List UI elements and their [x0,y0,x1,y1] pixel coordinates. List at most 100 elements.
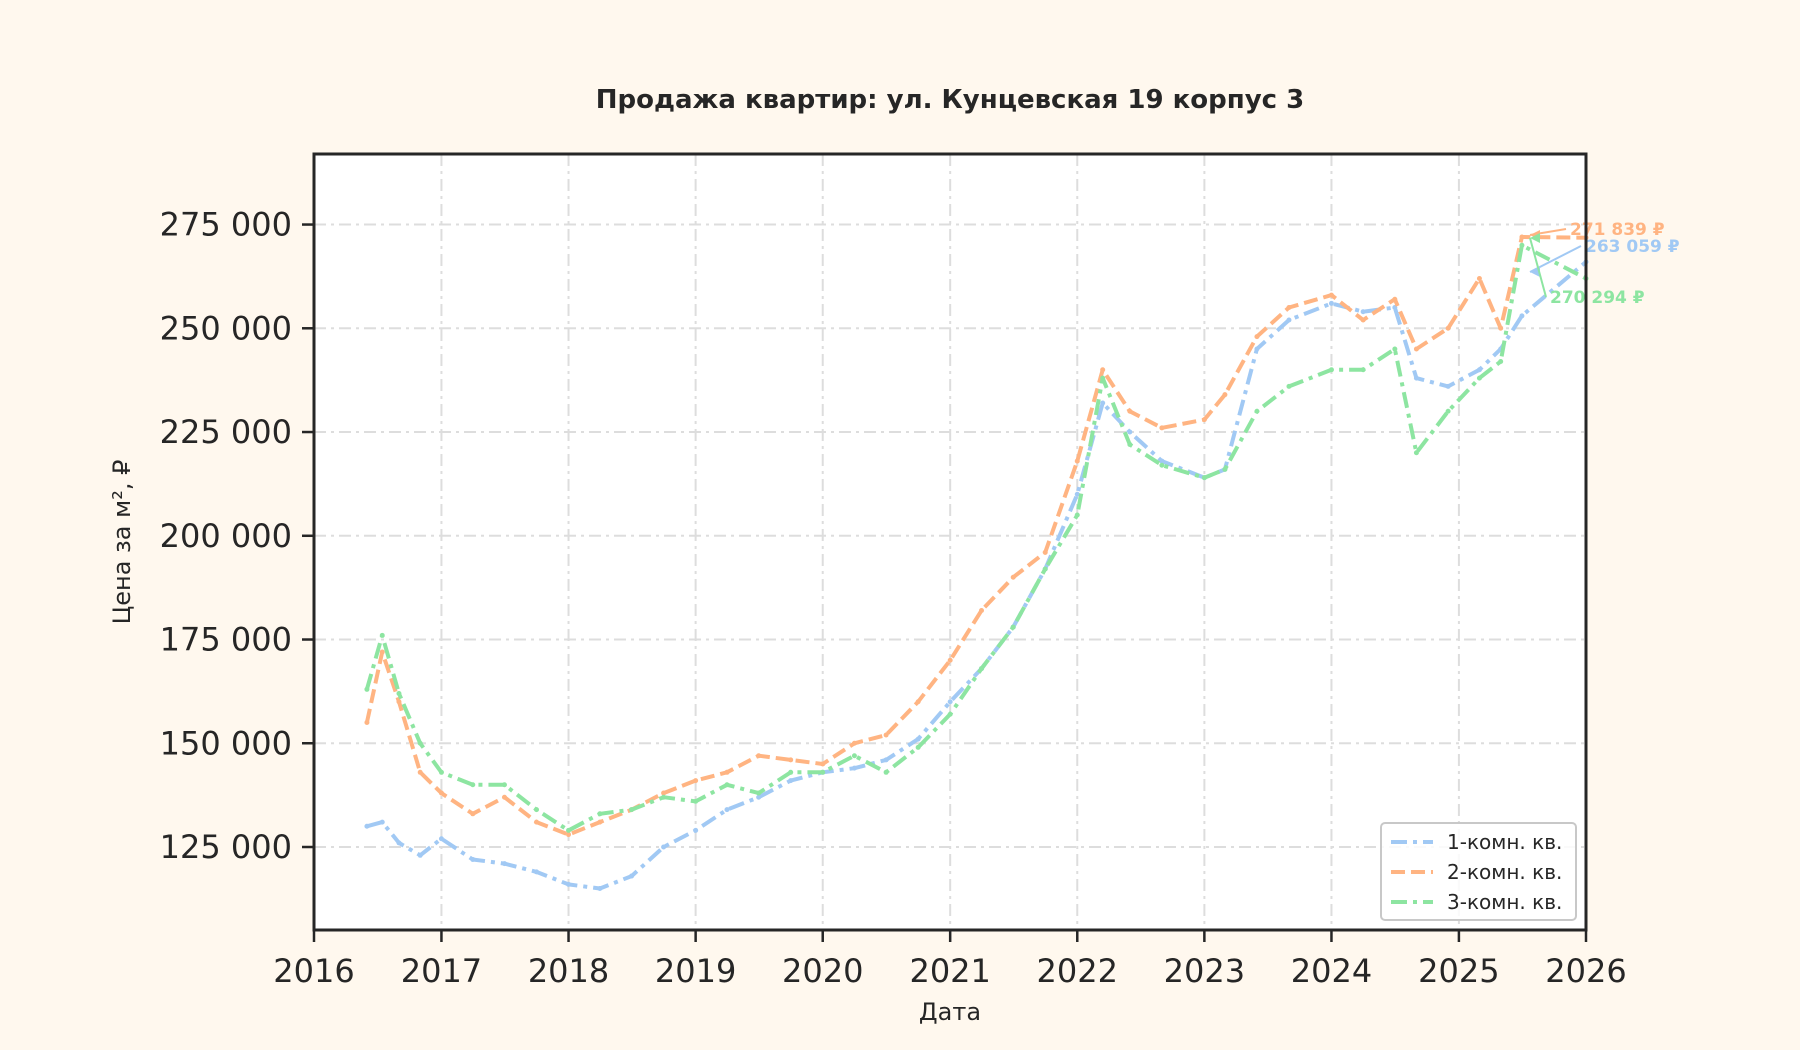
data-point [724,769,730,775]
x-tick-label: 2017 [401,952,482,990]
data-point [1159,462,1165,468]
data-point [947,657,953,663]
data-point [756,794,762,800]
data-point [1074,512,1080,518]
data-point [851,753,857,759]
data-point [1159,425,1165,431]
data-point [979,607,985,613]
data-point [947,711,953,717]
data-point [417,852,423,858]
data-point [1445,325,1451,331]
x-tick-label: 2016 [273,952,354,990]
data-point [629,873,635,879]
legend-label: 3-комн. кв. [1447,890,1562,914]
data-point [379,819,385,825]
data-point [1222,466,1228,472]
data-point [756,790,762,796]
data-point [693,798,699,804]
data-point [788,769,794,775]
annotation-label: 270 294 ₽ [1550,288,1645,308]
data-point [820,761,826,767]
data-point [788,778,794,784]
data-point [1328,292,1334,298]
data-point [788,757,794,763]
data-point [1042,566,1048,572]
data-point [396,699,402,705]
data-point [1360,317,1366,323]
data-point [1392,296,1398,302]
data-point [1201,417,1207,423]
data-point [470,782,476,788]
annotation-arrow [1529,237,1547,298]
data-point [470,856,476,862]
data-point [661,844,667,850]
data-point [566,881,572,887]
data-point [661,790,667,796]
data-point [1254,408,1260,414]
data-point [1476,375,1482,381]
data-point [534,869,540,875]
data-point [1519,313,1525,319]
data-point [756,753,762,759]
data-point [501,782,507,788]
data-point [629,807,635,813]
data-point [1445,408,1451,414]
data-point [915,736,921,742]
data-point [1100,400,1106,406]
x-tick-label: 2026 [1545,952,1626,990]
data-point [597,819,603,825]
legend-label: 2-комн. кв. [1447,860,1562,884]
data-point [1476,367,1482,373]
data-point [883,757,889,763]
data-point [1286,383,1292,389]
grid [313,154,1587,930]
y-tick-label: 275 000 [160,206,292,244]
data-point [979,666,985,672]
chart-title: Продажа квартир: ул. Кунцевская 19 корпу… [596,85,1304,115]
x-tick-label: 2024 [1291,952,1372,990]
data-point [947,699,953,705]
data-point [1127,429,1133,435]
y-tick-label: 225 000 [160,413,292,451]
x-tick-label: 2025 [1418,952,1499,990]
annotation-label: 263 059 ₽ [1585,237,1680,257]
data-point [1519,234,1525,240]
data-point [1010,624,1016,630]
data-point [597,811,603,817]
data-point [1100,375,1106,381]
data-point [915,699,921,705]
data-point [1445,383,1451,389]
data-point [661,794,667,800]
data-point [1498,358,1504,364]
data-point [1127,441,1133,447]
data-point [883,769,889,775]
data-point [501,794,507,800]
y-tick-label: 175 000 [160,621,292,659]
legend-label: 1-комн. кв. [1447,830,1562,854]
data-point [1328,300,1334,306]
data-point [364,686,370,692]
data-point [379,632,385,638]
data-point [693,778,699,784]
y-axis-label: Цена за м², ₽ [108,460,136,625]
data-point [1127,408,1133,414]
data-point [396,690,402,696]
data-point [1498,325,1504,331]
data-point [1413,375,1419,381]
data-point [1476,275,1482,281]
annotation-label: 271 839 ₽ [1570,220,1665,240]
data-point [1074,491,1080,497]
data-point [566,827,572,833]
data-point [364,720,370,726]
data-point [851,765,857,771]
annotations: 271 839 ₽263 059 ₽ 270 294 ₽ [1529,220,1680,308]
y-tick-label: 125 000 [160,828,292,866]
x-axis-label: Дата [919,998,981,1026]
data-point [501,861,507,867]
legend-box [1380,822,1577,921]
y-axis: 125 000 150 000 175 000 200 000 225 000 250 0… [160,206,314,866]
data-point [1201,475,1207,481]
data-point [1159,458,1165,464]
y-tick-label: 200 000 [160,517,292,555]
